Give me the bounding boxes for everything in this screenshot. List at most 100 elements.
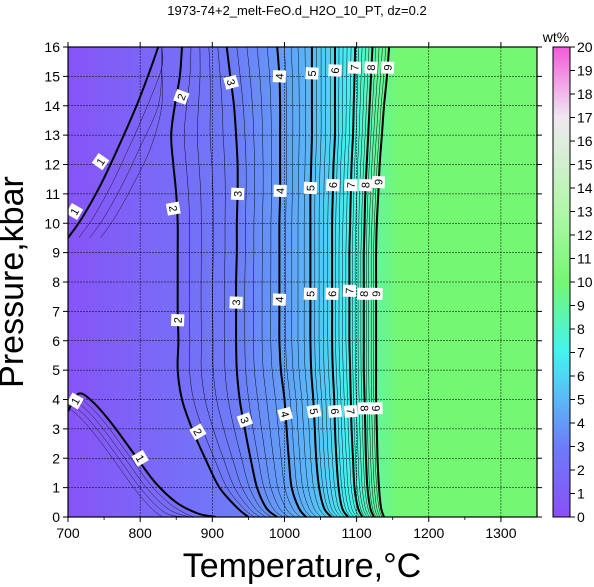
y-tick-label: 12 — [44, 157, 60, 173]
contour-label-box — [170, 313, 185, 327]
contour-label-box — [342, 284, 357, 298]
contour-label-box — [131, 449, 149, 467]
contour-label-29: 8 — [358, 178, 373, 192]
contour-line-1 — [68, 392, 217, 517]
colorbar-tick-label: 6 — [577, 368, 585, 384]
contour-label-box — [358, 178, 373, 192]
contour-label-box — [347, 61, 362, 74]
contour-label-22: 6 — [325, 287, 339, 301]
x-tick-label: 1000 — [269, 525, 300, 541]
contour-label-text: 4 — [275, 188, 287, 195]
contour-label-13: 4 — [273, 184, 287, 198]
x-tick-label: 1200 — [413, 525, 444, 541]
contour-label-text: 2 — [176, 92, 189, 102]
contour-label-text: 2 — [190, 427, 203, 438]
y-tick-label: 2 — [52, 450, 60, 466]
contour-label-box — [343, 404, 358, 418]
colorbar-tick-label: 12 — [577, 227, 593, 243]
contour-label-box — [344, 178, 358, 192]
y-axis-label: Pressure,kbar — [0, 176, 31, 388]
contour-label-7: 2 — [189, 423, 207, 441]
contour-label-box — [371, 175, 386, 189]
colorbar-tick-label: 4 — [577, 415, 585, 431]
contour-label-text: 8 — [357, 405, 369, 412]
y-tick-label: 14 — [44, 98, 60, 114]
contour-label-24: 7 — [347, 61, 362, 74]
contour-label-text: 5 — [305, 291, 317, 298]
contour-label-10: 3 — [229, 296, 243, 309]
contour-label-text: 6 — [328, 408, 340, 415]
colorbar-tick-label: 14 — [577, 180, 593, 196]
x-tick-label: 900 — [201, 525, 225, 541]
contour-label-text: 3 — [237, 416, 250, 426]
contour-label-text: 5 — [307, 70, 319, 77]
contour-label-28: 8 — [364, 61, 378, 74]
colorbar-tick-label: 8 — [577, 321, 585, 337]
colorbar-gradient — [552, 46, 571, 518]
grid-lines — [68, 47, 537, 517]
colorbar-tick-label: 20 — [577, 39, 593, 55]
colorbar-tick-label: 3 — [577, 439, 585, 455]
minor-contour-line — [342, 47, 357, 517]
y-tick-label: 9 — [52, 245, 60, 261]
y-tick-label: 16 — [44, 39, 60, 55]
contour-label-box — [165, 201, 181, 216]
minor-contour-line — [246, 47, 289, 517]
contour-label-box — [357, 402, 372, 415]
minor-contour-line — [183, 47, 255, 517]
colorbar-tick-label: 5 — [577, 392, 585, 408]
contour-label-text: 7 — [349, 64, 361, 71]
contour-label-box — [230, 187, 245, 201]
contour-label-text: 9 — [371, 291, 383, 298]
contour-label-text: 1 — [69, 396, 82, 407]
x-axis-label: Temperature,°C — [183, 547, 421, 585]
contour-label-text: 1 — [69, 206, 82, 217]
y-tick-label: 10 — [44, 215, 60, 231]
contour-label-text: 5 — [305, 185, 317, 192]
contour-label-2: 1 — [66, 392, 84, 410]
contour-label-box — [306, 404, 322, 419]
contour-label-text: 1 — [95, 156, 108, 168]
colorbar-tick-label: 13 — [577, 204, 593, 220]
contour-label-27: 7 — [343, 404, 358, 418]
contour-label-text: 7 — [346, 182, 358, 189]
contour-label-box — [303, 287, 318, 301]
contour-label-8: 3 — [223, 74, 239, 90]
minor-contour-line — [256, 47, 295, 517]
colorbar-tick-label: 0 — [577, 509, 585, 525]
contour-label-33: 9 — [371, 175, 386, 189]
contour-label-box — [303, 181, 318, 195]
contour-label-box — [277, 406, 294, 422]
minor-contour-line — [266, 47, 301, 517]
contour-label-9: 3 — [230, 187, 245, 201]
y-tick-label: 3 — [52, 421, 60, 437]
contour-label-1: 1 — [65, 203, 84, 220]
contour-label-15: 4 — [277, 406, 294, 422]
contour-label-text: 9 — [382, 64, 394, 71]
contour-label-3: 1 — [131, 449, 149, 467]
contour-label-text: 9 — [369, 405, 381, 412]
contour-label-box — [273, 184, 287, 198]
contour-label-17: 5 — [303, 181, 318, 195]
contour-label-box — [223, 74, 239, 90]
contour-label-box — [364, 61, 378, 74]
contour-label-35: 9 — [369, 402, 383, 415]
y-tick-label: 11 — [45, 186, 60, 202]
contour-label-0: 1 — [91, 152, 110, 171]
contour-label-text: 6 — [328, 182, 340, 189]
contour-label-box — [189, 423, 207, 441]
contour-label-box — [65, 203, 84, 220]
contour-label-text: 4 — [278, 410, 291, 419]
contour-label-32: 9 — [380, 61, 395, 74]
contour-label-box — [91, 152, 110, 171]
contour-label-box — [326, 178, 340, 192]
contour-line-2 — [170, 47, 250, 517]
colorbar-label: wt% — [542, 29, 569, 45]
contour-label-box — [173, 89, 190, 105]
colorbar-tick-label: 7 — [577, 345, 585, 361]
contour-label-text: 3 — [224, 78, 237, 87]
colorbar-tick-label: 11 — [577, 251, 592, 267]
minor-contour-line — [345, 47, 360, 517]
